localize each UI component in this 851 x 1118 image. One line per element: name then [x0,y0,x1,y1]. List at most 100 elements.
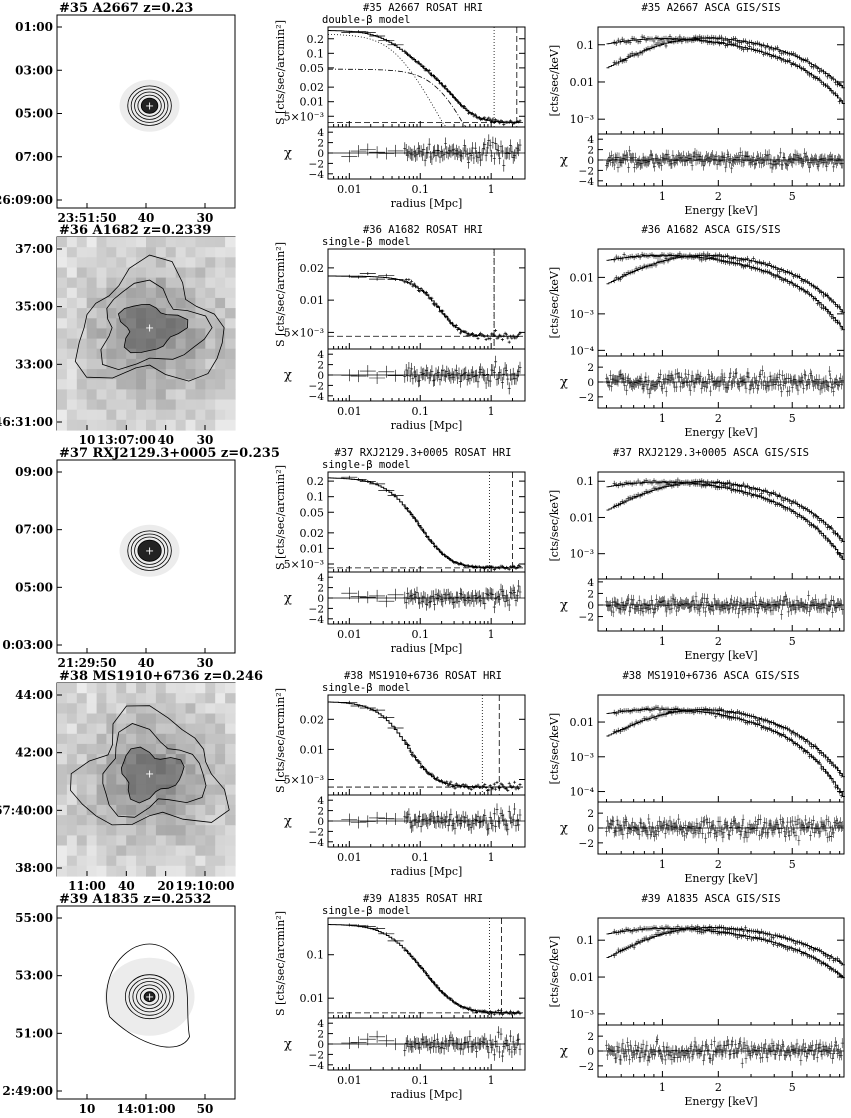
spectrum-data-point [648,46,652,52]
image-pixel [106,784,117,796]
image-xtick-label: 23:51:50 [58,211,117,225]
spectrum-resid-ytick-label: −2 [579,165,594,177]
image-pixel [175,784,187,796]
image-pixel [116,804,127,816]
image-pixel [106,257,117,269]
profile-residual-point [387,813,404,825]
spectrum-data-point [674,479,678,485]
profile-resid-ytick-label: 0 [317,816,324,828]
profile-residual-point [518,809,522,821]
spectrum-data-point [789,737,794,743]
image-pixel [116,348,127,360]
image-pixel [205,379,216,390]
image-pixel [116,237,127,248]
image-pixel [57,379,68,390]
spectrum-data-point [789,730,794,736]
spectrum-data-point [660,485,664,491]
spectrum-data-point [771,489,776,495]
profile-data-point [460,784,464,788]
image-pixel [86,733,98,745]
spectrum-residual-point [840,1038,844,1049]
spectrum-data-point [638,493,642,499]
image-pixel [66,297,78,309]
profile-residual-point [476,151,480,164]
profile-residual-point [498,593,502,606]
spectrum-data-point [781,504,786,510]
profile-residual-point [507,1043,511,1056]
profile-residual-point [403,142,407,155]
image-pixel [57,318,68,330]
profile-model-step [328,477,520,569]
spectrum-data-point [799,735,803,741]
spectrum-data-point [799,745,803,751]
spectrum-data-point [624,57,628,63]
profile-residual-point [513,803,517,815]
spectrum-data-point [767,269,772,275]
profile-residual-point [473,589,477,602]
spectrum-residual-point [611,154,615,164]
image-pixel [195,287,206,299]
profile-resid-ylabel: χ [284,368,292,383]
spectrum-data-point [809,954,813,960]
profile-resid-ytick-label: 0 [317,370,324,382]
image-pixel [215,338,226,350]
spectrum-data-point [618,481,622,487]
spectrum-xtick-label: 2 [715,635,722,648]
profile-data-point [426,535,430,539]
spectrum-resid-ytick-label: −4 [579,176,595,188]
image-pixel [86,713,98,725]
image-pixel [66,247,78,258]
profile-data-point [498,786,502,790]
image-pixel [195,237,206,248]
profile-data-point [419,287,423,291]
image-pixel [106,743,117,755]
image-pixel [66,713,78,725]
profile-title: #35 A2667 ROSAT HRI [363,2,483,14]
profile-residual-point [420,368,424,381]
profile-residual-point [491,136,495,149]
image-pixel [96,328,108,340]
profile-residual-point [445,365,449,378]
profile-data-point [454,561,458,564]
spectrum-residual-point [691,375,695,386]
image-pixel [175,287,187,299]
image-pixel [86,703,98,715]
spectrum-data-point [797,939,801,945]
image-pixel [165,297,177,309]
profile-residual-point [460,369,464,382]
image-xtick-label: 10 [79,433,96,447]
spectrum-data-point [620,499,624,505]
image-pixel [225,693,236,704]
spectrum-data-point [654,42,658,47]
spectrum-data-point [750,39,754,45]
spectrum-data-point [801,66,805,72]
spectrum-data-point [791,729,795,735]
spectrum-residual-point [825,814,829,825]
image-pixel [155,379,167,390]
image-pixel [175,297,187,309]
spectrum-resid-ytick-label: 0 [587,1046,594,1058]
image-pixel [57,399,68,411]
spectrum-data-point [781,731,786,737]
image-pixel [66,723,78,735]
spectrum-data-point [805,279,809,284]
spectrum-data-point [811,64,815,70]
image-pixel [215,247,226,258]
spectrum-data-point [762,495,766,501]
image-pixel [225,267,236,279]
image-pixel [86,764,98,776]
image-pixel [165,267,177,279]
image-pixel [57,835,68,847]
spectrum-data-point [710,254,714,260]
spectrum-data-point [650,36,654,42]
spectrum-residual-point [828,831,832,842]
spectrum-data-point [676,38,680,44]
profile-data-point [419,63,423,67]
spectrum-data-point [789,501,794,507]
spectrum-data-point [734,481,738,487]
profile-data-point [511,334,515,338]
profile-data-point [430,772,434,776]
image-pixel [155,419,167,431]
profile-residual-point [418,596,422,609]
image-pixel [57,308,68,319]
